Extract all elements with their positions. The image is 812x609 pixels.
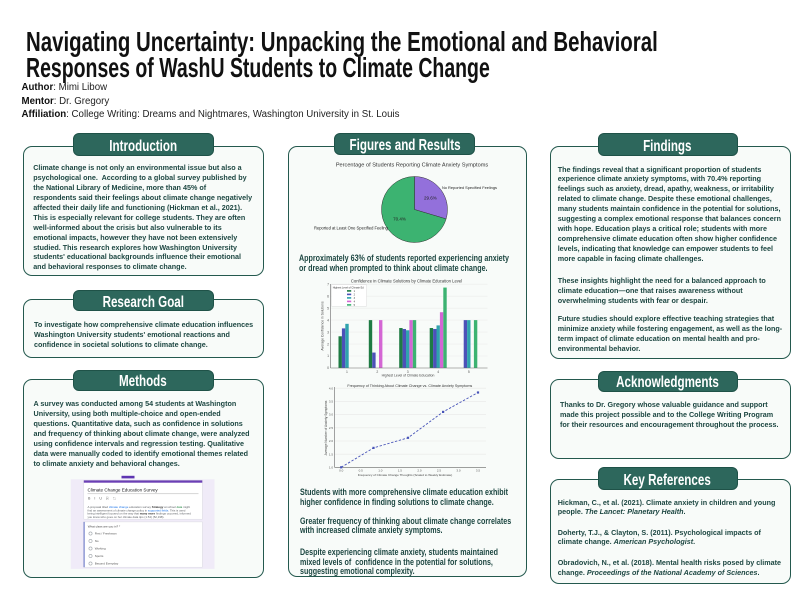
svg-text:3: 3 <box>354 297 356 300</box>
svg-text:find an assessment of climate: find an assessment of climate change pol… <box>88 508 186 512</box>
svg-text:1: 1 <box>327 354 329 358</box>
svg-text:1.0: 1.0 <box>329 465 334 469</box>
svg-text:1.5: 1.5 <box>329 452 334 456</box>
svg-text:29.6%: 29.6% <box>424 196 437 201</box>
svg-text:3.0: 3.0 <box>456 469 461 473</box>
svg-text:4: 4 <box>354 300 356 303</box>
svg-text:70.4%: 70.4% <box>393 217 406 222</box>
svg-text:Highest Level of Climate Ed: Highest Level of Climate Ed <box>333 287 364 290</box>
svg-text:3: 3 <box>407 370 409 374</box>
svg-text:2.0: 2.0 <box>329 439 334 443</box>
svg-text:5: 5 <box>354 304 356 307</box>
svg-text:1: 1 <box>354 290 356 293</box>
svg-text:Average Number of Anxiety Symp: Average Number of Anxiety Symptoms <box>324 400 328 455</box>
svg-text:3.5: 3.5 <box>329 400 334 404</box>
svg-text:Percentage of Students Reporti: Percentage of Students Reporting Climate… <box>336 163 489 169</box>
svg-text:2.5: 2.5 <box>437 469 442 473</box>
svg-text:No: No <box>95 539 99 543</box>
svg-text:2: 2 <box>327 342 329 346</box>
svg-text:being intelligent focused on t: being intelligent focused on the way tha… <box>88 512 192 516</box>
svg-text:Reported at Least One Specifie: Reported at Least One Specified Feeling <box>314 226 389 231</box>
svg-text:3.0: 3.0 <box>329 413 334 417</box>
svg-text:No Reported Specified Feelings: No Reported Specified Feelings <box>442 185 497 190</box>
svg-text:What class are you in? *: What class are you in? * <box>88 524 121 528</box>
svg-text:3.5: 3.5 <box>476 469 481 473</box>
svg-text:Beyond Everyday: Beyond Everyday <box>95 562 119 566</box>
svg-text:5: 5 <box>327 306 329 310</box>
svg-text:3: 3 <box>327 330 329 334</box>
svg-text:0: 0 <box>327 366 329 370</box>
svg-text:Average Confidence in Solution: Average Confidence in Solutions <box>321 301 325 350</box>
svg-text:5: 5 <box>468 370 470 374</box>
svg-text:4.0: 4.0 <box>329 386 334 390</box>
svg-text:4: 4 <box>327 318 329 322</box>
svg-text:1.0: 1.0 <box>378 469 383 473</box>
svg-text:Frequency of Climate Change Th: Frequency of Climate Change Thoughts (Sc… <box>358 473 452 477</box>
svg-text:First / Freshman: First / Freshman <box>95 532 117 536</box>
svg-text:0.0: 0.0 <box>339 469 344 473</box>
svg-text:Climate Change Education Surve: Climate Change Education Survey <box>88 487 159 492</box>
svg-text:B I U ⎘ ⇆: B I U ⎘ ⇆ <box>88 497 117 501</box>
svg-text:4: 4 <box>437 370 439 374</box>
svg-text:2: 2 <box>354 293 356 296</box>
svg-text:A proposal titled climate chan: A proposal titled climate change educati… <box>88 505 191 509</box>
svg-text:Sports: Sports <box>95 554 104 558</box>
svg-text:Frequency of Thinking About Cl: Frequency of Thinking About Climate Chan… <box>347 384 472 388</box>
svg-text:6: 6 <box>327 294 329 298</box>
svg-text:2.5: 2.5 <box>329 426 334 430</box>
svg-text:you knew who goes on her clima: you knew who goes on her climate data ti… <box>88 515 165 519</box>
svg-text:Confidence in Climate Solution: Confidence in Climate Solutions by Clima… <box>351 279 462 284</box>
svg-text:Highest Level of Climate Educa: Highest Level of Climate Education <box>382 374 435 378</box>
svg-text:0.5: 0.5 <box>359 469 364 473</box>
svg-text:7: 7 <box>327 282 329 286</box>
svg-text:1.5: 1.5 <box>398 469 403 473</box>
svg-text:2: 2 <box>376 370 378 374</box>
svg-text:1: 1 <box>346 370 348 374</box>
svg-text:Working: Working <box>95 547 106 551</box>
svg-text:2.0: 2.0 <box>417 469 422 473</box>
